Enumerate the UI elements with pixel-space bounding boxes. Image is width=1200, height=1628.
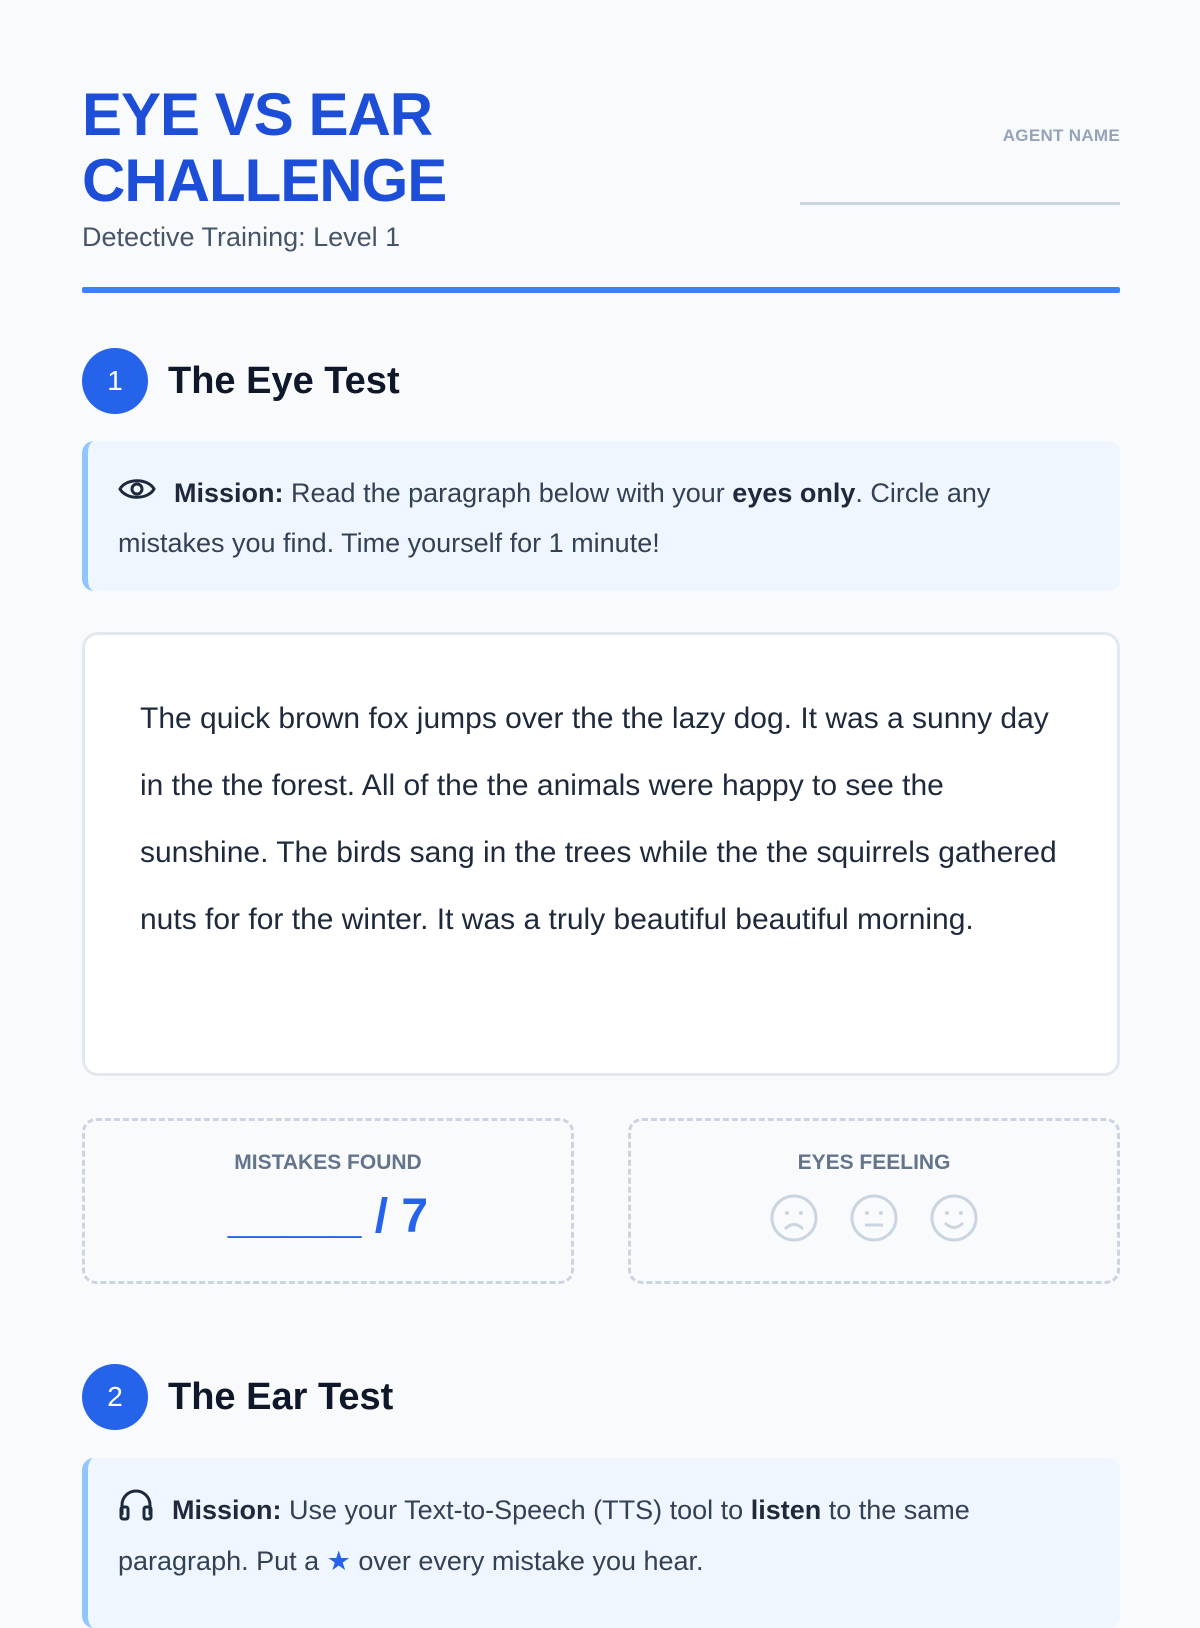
answer-blank[interactable]: _____ xyxy=(227,1190,362,1243)
mission-box-ear: Mission: Use your Text-to-Speech (TTS) t… xyxy=(82,1458,1120,1628)
eyes-feeling-label: EYES FEELING xyxy=(797,1151,951,1174)
neutral-face-icon[interactable] xyxy=(849,1193,899,1243)
header-divider xyxy=(82,287,1120,293)
mistakes-found-box: MISTAKES FOUND _____ / 7 xyxy=(82,1118,574,1284)
section-title: The Ear Test xyxy=(168,1375,394,1418)
eyes-feeling-box: EYES FEELING xyxy=(628,1118,1120,1284)
mission-emphasis: listen xyxy=(750,1495,822,1525)
mission-text: over every mistake you hear. xyxy=(350,1545,704,1576)
mission-text: to the same paragraph. Put a xyxy=(118,1495,970,1576)
agent-name-label: AGENT NAME xyxy=(1002,126,1120,145)
mission-box-eye: Mission: Read the paragraph below with y… xyxy=(82,441,1120,591)
page-title: EYE VS EAR CHALLENGE xyxy=(82,81,447,214)
section-number-badge: 1 xyxy=(82,348,148,414)
mission-emphasis: eyes only xyxy=(732,478,856,508)
section-number-badge: 2 xyxy=(82,1364,148,1430)
header: EYE VS EAR CHALLENGE Detective Training:… xyxy=(82,82,1120,292)
eye-icon xyxy=(118,470,156,519)
mission-text: . Circle any mistakes you find. Time you… xyxy=(118,478,991,559)
mission-label: Mission: xyxy=(172,1495,282,1525)
star-icon: ★ xyxy=(326,1545,351,1576)
mistakes-found-label: MISTAKES FOUND xyxy=(234,1151,422,1174)
happy-face-icon[interactable] xyxy=(929,1193,979,1243)
section-2-heading: 2 The Ear Test xyxy=(82,1364,393,1430)
mistakes-total: / 7 xyxy=(374,1190,429,1243)
mission-text: Read the paragraph below with your xyxy=(283,478,733,508)
agent-name-line[interactable] xyxy=(800,202,1120,205)
section-1-heading: 1 The Eye Test xyxy=(82,348,400,414)
agent-name-field[interactable]: AGENT NAME xyxy=(800,126,1120,205)
mission-label: Mission: xyxy=(174,478,284,508)
section-title: The Eye Test xyxy=(168,359,400,402)
mission-text: Use your Text-to-Speech (TTS) tool to xyxy=(281,1495,751,1525)
headphones-icon xyxy=(118,1487,154,1537)
sad-face-icon[interactable] xyxy=(769,1193,819,1243)
mistakes-found-value[interactable]: _____ / 7 xyxy=(85,1189,571,1244)
reading-paragraph: The quick brown fox jumps over the the l… xyxy=(82,632,1120,1076)
page-subtitle: Detective Training: Level 1 xyxy=(82,222,401,252)
